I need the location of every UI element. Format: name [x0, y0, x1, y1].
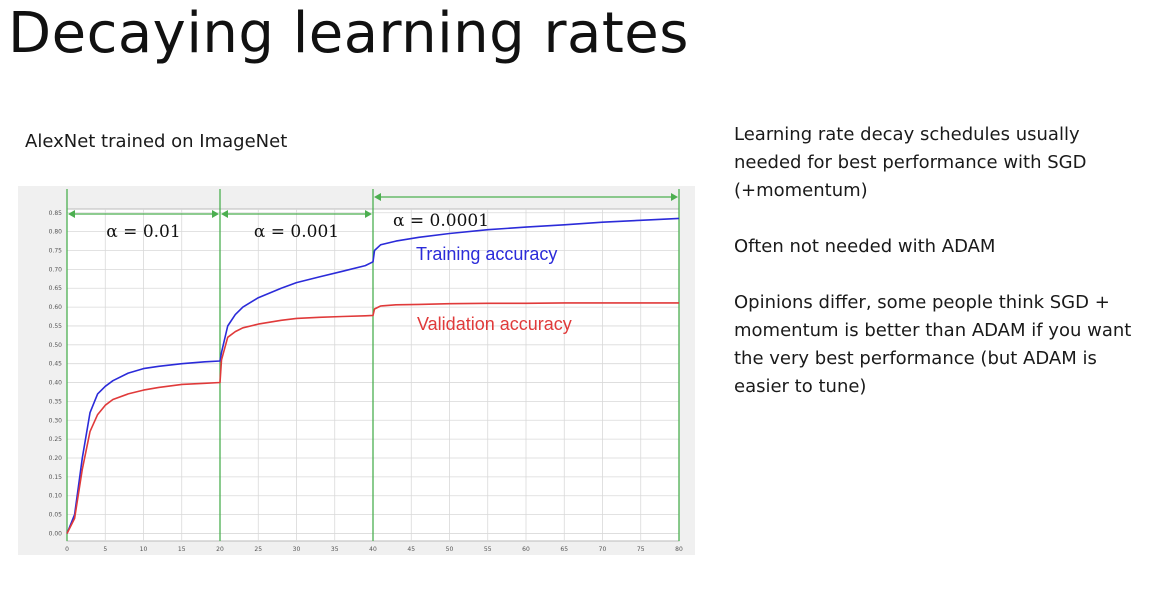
accuracy-chart-svg: 0.00 0.05 0.10 0.15 0.20 0.25 0.30 0.35 0.40 0.45…: [49, 189, 683, 553]
series-lines: [66, 217, 680, 534]
chart-labels: α = 0.01 α = 0.001 α = 0.0001 Training accu…: [106, 211, 571, 334]
x-tick-label: 0: [65, 546, 69, 553]
x-tick-label: 15: [178, 546, 186, 553]
x-tick-labels: 0 5 10 15 20 25 30 35 40 45 50 55 60 65 70 75 80: [65, 546, 683, 553]
series-line-training: [66, 217, 680, 534]
phase-arrow-head-right: [365, 210, 372, 218]
phase-arrow-head-left: [68, 210, 75, 218]
y-tick-label: 0.65: [49, 285, 63, 292]
phase-boundaries: [66, 189, 680, 541]
notes-panel: Learning rate decay schedules usually ne…: [734, 121, 1134, 429]
x-tick-label: 50: [446, 546, 454, 553]
x-tick-label: 45: [407, 546, 415, 553]
phase-arrow-head-left: [374, 193, 381, 201]
phase-arrow-head-right: [212, 210, 219, 218]
x-tick-label: 75: [637, 546, 645, 553]
x-tick-label: 20: [216, 546, 224, 553]
x-tick-label: 35: [331, 546, 339, 553]
phase-arrow-head-left: [221, 210, 228, 218]
chart-caption: AlexNet trained on ImageNet: [25, 131, 288, 152]
x-tick-label: 25: [254, 546, 262, 553]
x-tick-label: 60: [522, 546, 530, 553]
y-tick-label: 0.60: [49, 304, 63, 311]
y-tick-label: 0.70: [49, 266, 63, 273]
x-tick-label: 30: [293, 546, 301, 553]
slide-title: Decaying learning rates: [8, 1, 689, 66]
x-tick-label: 40: [369, 546, 377, 553]
y-tick-label: 0.25: [49, 436, 63, 443]
phase-label: α = 0.001: [254, 222, 339, 242]
y-tick-labels: 0.00 0.05 0.10 0.15 0.20 0.25 0.30 0.35 0.40 0.45…: [49, 210, 63, 538]
y-tick-label: 0.00: [49, 530, 63, 537]
phase-arrow-head-right: [671, 193, 678, 201]
x-tick-label: 70: [599, 546, 607, 553]
y-tick-label: 0.05: [49, 512, 63, 519]
x-tick-label: 5: [103, 546, 107, 553]
phase-label: α = 0.0001: [393, 211, 489, 231]
x-tick-label: 10: [140, 546, 148, 553]
y-tick-label: 0.15: [49, 474, 63, 481]
series-label-training: Training accuracy: [416, 244, 557, 264]
series-line-validation: [66, 302, 679, 534]
phase-label: α = 0.01: [106, 222, 180, 242]
y-tick-label: 0.35: [49, 398, 63, 405]
note-opinions: Opinions differ, some people think SGD +…: [734, 292, 1132, 397]
y-tick-label: 0.75: [49, 248, 63, 255]
note-adam: Often not needed with ADAM: [734, 236, 996, 257]
y-tick-label: 0.45: [49, 361, 63, 368]
x-tick-label: 65: [560, 546, 568, 553]
series-label-validation: Validation accuracy: [417, 314, 572, 334]
y-tick-label: 0.80: [49, 229, 63, 236]
y-tick-label: 0.10: [49, 493, 63, 500]
x-tick-label: 80: [675, 546, 683, 553]
accuracy-chart: 0.00 0.05 0.10 0.15 0.20 0.25 0.30 0.35 0.40 0.45…: [18, 186, 695, 555]
y-tick-label: 0.20: [49, 455, 63, 462]
y-tick-label: 0.50: [49, 342, 63, 349]
y-tick-label: 0.85: [49, 210, 63, 217]
x-tick-label: 55: [484, 546, 492, 553]
y-tick-label: 0.55: [49, 323, 63, 330]
y-tick-label: 0.30: [49, 417, 63, 424]
y-tick-label: 0.40: [49, 380, 63, 387]
note-lr-decay: Learning rate decay schedules usually ne…: [734, 124, 1087, 201]
